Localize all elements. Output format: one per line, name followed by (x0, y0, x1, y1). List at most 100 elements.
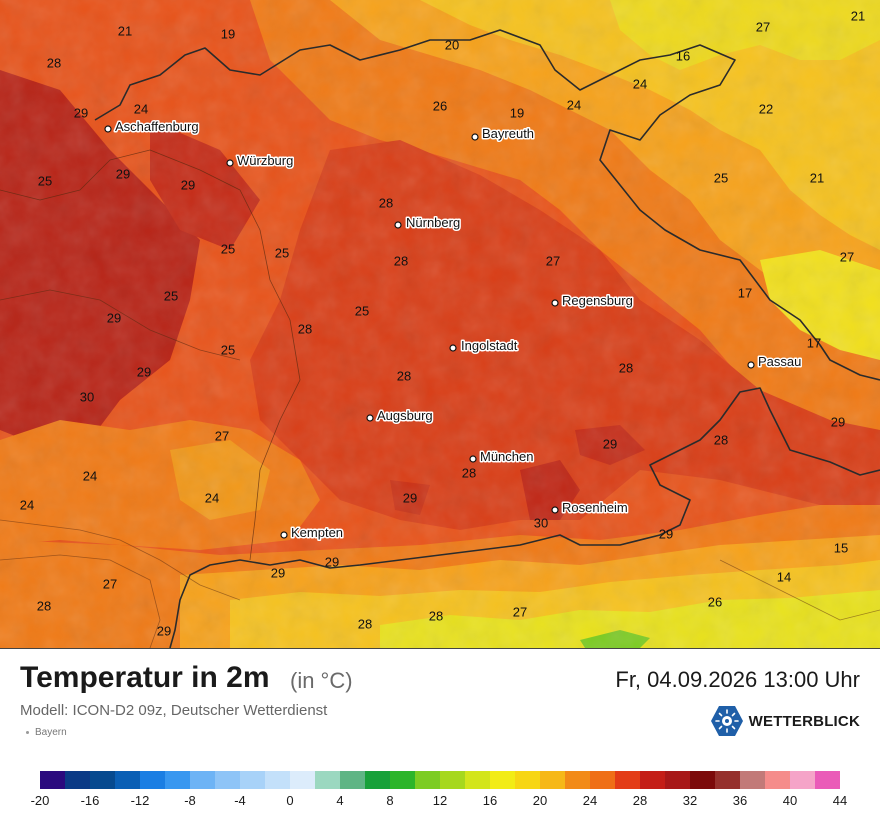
temp-label: 28 (47, 55, 61, 70)
temp-label: 15 (834, 540, 848, 555)
temp-label: 29 (107, 310, 121, 325)
city-wuerzburg: Würzburg (226, 152, 295, 170)
city-dot (747, 361, 755, 369)
temp-label: 17 (738, 285, 752, 300)
temp-label: 30 (534, 515, 548, 530)
color-scale-swatch (790, 771, 815, 789)
region-bullet (26, 730, 29, 734)
temp-label: 28 (298, 321, 312, 336)
temp-label: 29 (271, 565, 285, 580)
temp-label: 29 (403, 490, 417, 505)
color-scale-swatch (440, 771, 465, 789)
state-border-bavaria (94, 29, 880, 381)
color-scale-swatch (815, 771, 840, 789)
temp-label: 28 (429, 608, 443, 623)
city-label: Ingolstadt (461, 338, 518, 353)
temp-label: 27 (756, 19, 770, 34)
border-lines (0, 29, 880, 648)
temp-label: 25 (355, 303, 369, 318)
city-passau: Passau (747, 353, 803, 371)
color-scale-swatch (715, 771, 740, 789)
city-dot (449, 344, 457, 352)
color-scale-tick-label: -8 (184, 793, 196, 808)
temp-label: 29 (659, 526, 673, 541)
temp-label: 17 (807, 335, 821, 350)
district-line-5 (719, 559, 880, 621)
temp-label: 29 (157, 623, 171, 638)
color-scale-bar (40, 771, 840, 789)
city-dot (469, 455, 477, 463)
color-scale-swatch (215, 771, 240, 789)
temp-label: 29 (831, 414, 845, 429)
city-label: Passau (758, 354, 801, 369)
city-dot (471, 133, 479, 141)
temp-label: 29 (181, 177, 195, 192)
temp-label: 19 (221, 26, 235, 41)
city-dot (280, 531, 288, 539)
color-scale-swatch (65, 771, 90, 789)
temp-label: 30 (80, 389, 94, 404)
color-scale-swatch (115, 771, 140, 789)
wetterblick-logo-icon (710, 706, 743, 736)
color-scale-swatch (140, 771, 165, 789)
city-nuernberg: Nürnberg (394, 214, 462, 232)
city-label: Bayreuth (482, 126, 534, 141)
temp-label: 29 (325, 554, 339, 569)
temp-label: 21 (810, 170, 824, 185)
temp-label: 25 (221, 342, 235, 357)
temp-label: 14 (777, 569, 791, 584)
temp-label: 25 (164, 288, 178, 303)
city-dot (226, 159, 234, 167)
color-scale-swatch (165, 771, 190, 789)
temp-label: 28 (714, 432, 728, 447)
color-scale-swatch (665, 771, 690, 789)
color-scale-swatch (365, 771, 390, 789)
city-rosenheim: Rosenheim (551, 499, 629, 517)
brand-logo-block: WETTERBLICK (710, 705, 860, 737)
city-label: Nürnberg (406, 215, 460, 230)
temperature-map: Aschaffenburg Würzburg Bayreuth Nürnberg… (0, 0, 880, 648)
city-muenchen: München (469, 448, 535, 466)
temp-label: 16 (676, 48, 690, 63)
color-scale-tick-label: 16 (482, 793, 498, 808)
color-scale-tick-label: -4 (234, 793, 246, 808)
temp-label: 19 (510, 105, 524, 120)
temp-label: 24 (83, 468, 97, 483)
district-line-2 (0, 289, 241, 361)
color-scale-swatch (240, 771, 265, 789)
color-scale-swatch (340, 771, 365, 789)
city-kempten: Kempten (280, 524, 345, 542)
color-scale-tick-label: -12 (130, 793, 150, 808)
temp-label: 24 (20, 497, 34, 512)
city-label: Rosenheim (562, 500, 628, 515)
color-scale-tick-label: 28 (632, 793, 648, 808)
color-scale-swatch (490, 771, 515, 789)
info-panel: Temperatur in 2m (in °C) Fr, 04.09.2026 … (0, 648, 880, 831)
color-scale-swatch (565, 771, 590, 789)
city-dot (104, 125, 112, 133)
city-dot (366, 414, 374, 422)
city-label: Augsburg (377, 408, 433, 423)
color-scale-tick-label: -16 (80, 793, 100, 808)
city-layer: Aschaffenburg Würzburg Bayreuth Nürnberg… (104, 118, 803, 542)
color-scale-swatch (390, 771, 415, 789)
color-scale-swatch (465, 771, 490, 789)
temp-label: 29 (74, 105, 88, 120)
color-scale-swatch (765, 771, 790, 789)
color-scale-tick-label: 44 (832, 793, 848, 808)
temp-label: 25 (38, 173, 52, 188)
color-scale-swatch (540, 771, 565, 789)
color-scale-swatch (40, 771, 65, 789)
temp-label: 26 (708, 594, 722, 609)
color-scale-swatch (315, 771, 340, 789)
temp-label: 25 (714, 170, 728, 185)
temp-label: 27 (513, 604, 527, 619)
color-scale-tick-label: 20 (532, 793, 548, 808)
temp-label: 21 (118, 23, 132, 38)
region-text: Bayern (35, 727, 67, 738)
temp-label: 27 (840, 249, 854, 264)
temp-label: 24 (633, 76, 647, 91)
temp-label: 28 (394, 253, 408, 268)
color-scale-swatch (590, 771, 615, 789)
city-label: Kempten (291, 525, 343, 540)
